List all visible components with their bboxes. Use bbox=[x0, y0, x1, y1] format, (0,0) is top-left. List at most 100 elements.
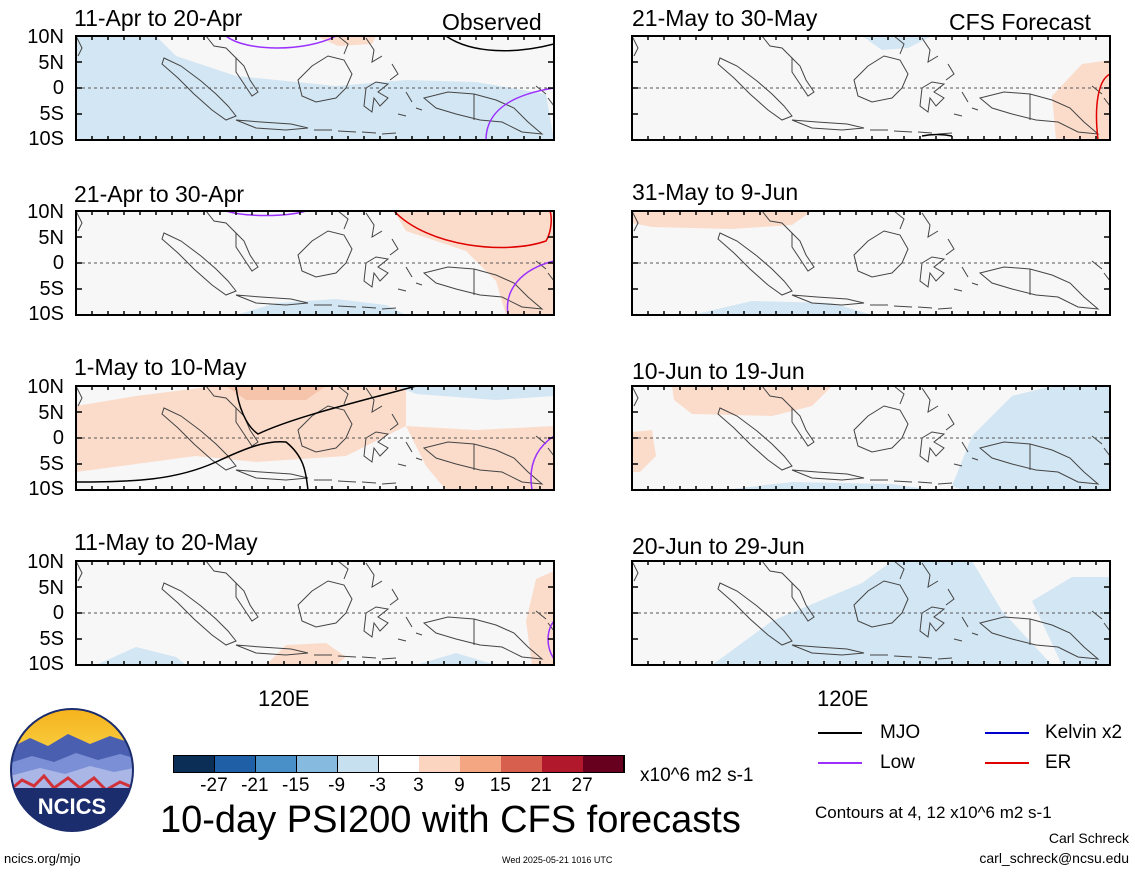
coastline bbox=[791, 469, 865, 481]
author-name: Carl Schreck bbox=[1048, 830, 1129, 846]
logo-text: NCICS bbox=[38, 794, 106, 819]
contour-line bbox=[485, 87, 554, 140]
coastline bbox=[205, 386, 237, 409]
contour-line bbox=[1095, 73, 1110, 140]
coastline bbox=[761, 36, 793, 59]
legend-kelvin: Kelvin x2 bbox=[1045, 722, 1123, 743]
coastline bbox=[717, 582, 793, 646]
low-line bbox=[818, 762, 862, 764]
y-tick-label: 5S bbox=[39, 627, 64, 650]
coastline bbox=[314, 304, 397, 310]
coastline bbox=[337, 386, 399, 431]
contour-line bbox=[921, 133, 953, 137]
coastline bbox=[632, 561, 639, 582]
kelvin-line bbox=[985, 732, 1029, 734]
y-tick-label: 0 bbox=[52, 252, 64, 274]
coastline bbox=[205, 561, 237, 584]
anomaly-fill bbox=[722, 482, 932, 490]
coastline bbox=[363, 431, 390, 463]
coastline bbox=[853, 405, 909, 453]
anomaly-fill bbox=[862, 36, 932, 50]
colorbar-label: 3 bbox=[413, 775, 424, 796]
coastline bbox=[161, 407, 237, 471]
panel-title-3: 1-May to 10-May bbox=[74, 354, 247, 380]
y-tick-label: 10N bbox=[27, 201, 64, 223]
coastline bbox=[314, 129, 397, 135]
coastline bbox=[161, 57, 237, 121]
colorbar-label: -15 bbox=[281, 775, 310, 796]
main-title: 10-day PSI200 with CFS forecasts bbox=[160, 799, 741, 841]
coastline bbox=[953, 441, 979, 467]
colorbar-swatch bbox=[296, 756, 339, 772]
coastline bbox=[235, 581, 259, 622]
anomaly-fill bbox=[1052, 60, 1110, 140]
site-url: ncics.org/mjo bbox=[4, 851, 81, 866]
panel-title-8: 20-Jun to 29-Jun bbox=[632, 533, 805, 559]
coastline bbox=[919, 256, 946, 288]
colorbar-label: -21 bbox=[241, 775, 269, 796]
anomaly-fill bbox=[632, 430, 656, 472]
coastline bbox=[235, 469, 309, 481]
coastline bbox=[717, 407, 793, 471]
anomaly-fill bbox=[76, 36, 554, 140]
coastline bbox=[919, 431, 946, 463]
contour-line bbox=[235, 386, 417, 435]
coastline bbox=[717, 57, 793, 121]
colorbar-label: -27 bbox=[200, 775, 228, 796]
x-tick-right: 120E bbox=[817, 686, 869, 711]
coastline bbox=[791, 119, 865, 131]
colorbar-units: x10^6 m2 s-1 bbox=[640, 765, 754, 786]
timestamp: Wed 2025-05-21 1016 UTC bbox=[502, 855, 613, 865]
coastline bbox=[205, 211, 237, 234]
coastline bbox=[297, 405, 353, 453]
colorbar-label: -9 bbox=[328, 775, 346, 796]
coastline bbox=[791, 56, 815, 97]
map-panel-3 bbox=[76, 386, 554, 490]
coastline bbox=[919, 81, 946, 113]
colorbar-swatch bbox=[214, 756, 257, 772]
coastline bbox=[235, 119, 309, 131]
panel-title-1: 11-Apr to 20-Apr bbox=[74, 5, 243, 31]
coastline bbox=[893, 211, 955, 256]
y-tick-label: 10N bbox=[27, 26, 64, 48]
coastline bbox=[791, 294, 865, 306]
mjo-line bbox=[818, 732, 862, 734]
y-tick-label: 5S bbox=[39, 452, 64, 475]
y-tick-label: 5N bbox=[38, 51, 64, 74]
y-tick-label: 5N bbox=[38, 401, 64, 424]
anomaly-fill bbox=[406, 426, 554, 490]
legend-low: Low bbox=[880, 752, 915, 773]
coastline bbox=[235, 231, 259, 272]
coastline bbox=[870, 654, 953, 660]
legend-er: ER bbox=[1045, 752, 1072, 773]
map-panel-4 bbox=[76, 561, 554, 665]
anomaly-fill bbox=[526, 571, 554, 665]
y-tick-label: 10N bbox=[27, 551, 64, 573]
y-tick-label: 10S bbox=[28, 303, 64, 325]
coastline bbox=[853, 230, 909, 278]
colorbar-swatch bbox=[583, 756, 625, 772]
coastline bbox=[893, 561, 955, 606]
colorbar-label: 15 bbox=[489, 775, 511, 796]
panel-title-6: 31-May to 9-Jun bbox=[632, 179, 799, 205]
coastline bbox=[337, 211, 399, 256]
anomaly-fill bbox=[396, 386, 554, 400]
contour-line bbox=[445, 36, 554, 52]
colorbar-swatch bbox=[460, 756, 502, 772]
coastline bbox=[76, 561, 83, 582]
coastline bbox=[870, 129, 953, 135]
colorbar-label: -3 bbox=[369, 775, 386, 796]
contour-line bbox=[225, 36, 337, 49]
y-tick-label: 5N bbox=[38, 226, 64, 249]
coastline bbox=[161, 232, 237, 296]
map-panel-5 bbox=[632, 36, 1110, 140]
contour-line bbox=[530, 435, 554, 490]
map-panel-1 bbox=[76, 36, 554, 140]
coastline bbox=[235, 56, 259, 97]
coastline bbox=[870, 304, 953, 310]
coastline bbox=[314, 479, 397, 485]
contour-line bbox=[506, 260, 554, 315]
colorbar-label: 9 bbox=[454, 775, 465, 796]
anomaly-fill bbox=[632, 211, 812, 229]
coastline bbox=[363, 256, 390, 288]
